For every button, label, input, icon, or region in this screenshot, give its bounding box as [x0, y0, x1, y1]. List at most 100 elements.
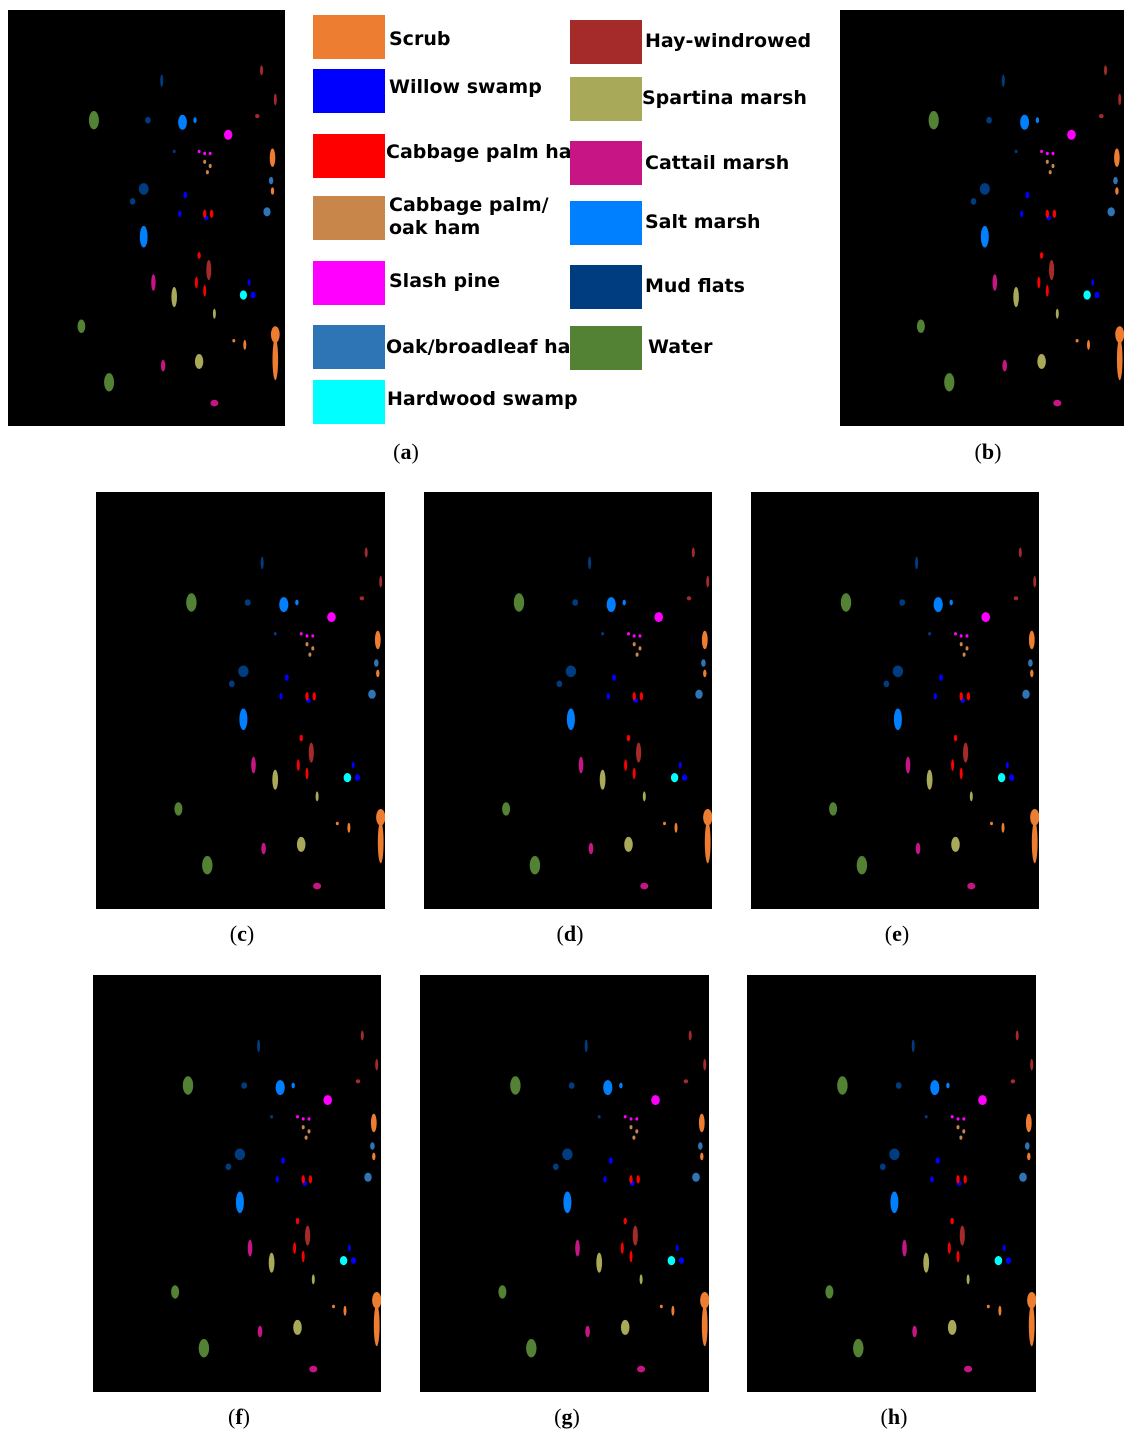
legend-swatch	[313, 325, 385, 369]
class-region	[1118, 93, 1122, 106]
class-region	[178, 114, 187, 130]
class-region	[273, 93, 277, 106]
caption-e: (e)	[884, 921, 910, 946]
classification-map-g	[420, 975, 709, 1392]
class-region	[632, 634, 636, 638]
map-d-svg	[502, 547, 712, 890]
class-region	[640, 882, 649, 890]
map-a-svg	[77, 65, 280, 407]
class-region	[675, 1244, 679, 1252]
class-region	[269, 148, 276, 167]
class-region	[529, 856, 541, 875]
class-region	[939, 674, 944, 681]
class-region	[933, 693, 937, 700]
class-region	[238, 665, 249, 678]
class-region	[139, 225, 148, 248]
class-region	[608, 1157, 613, 1164]
class-region	[659, 1304, 663, 1309]
legend-swatch	[570, 326, 642, 370]
class-region	[962, 1117, 966, 1121]
class-region	[928, 111, 939, 130]
class-region	[956, 1175, 960, 1184]
class-region	[1015, 1030, 1019, 1041]
legend-swatch	[570, 265, 642, 309]
class-region	[257, 1325, 263, 1338]
class-region	[1094, 291, 1100, 299]
class-region	[654, 612, 663, 623]
class-region	[930, 1080, 940, 1096]
class-region	[632, 1225, 638, 1246]
class-region	[619, 1082, 623, 1089]
class-region	[145, 116, 151, 124]
class-region	[513, 593, 525, 612]
class-region	[935, 1157, 940, 1164]
classification-map-a	[8, 10, 285, 426]
class-region	[912, 1325, 917, 1338]
class-region	[299, 734, 303, 742]
class-region	[376, 809, 385, 826]
legend-swatch	[313, 196, 385, 240]
class-region	[700, 1292, 709, 1309]
class-region	[623, 1115, 627, 1119]
class-region	[251, 756, 256, 774]
class-region	[260, 556, 264, 570]
class-region	[194, 354, 204, 369]
class-region	[997, 773, 1006, 783]
class-region	[374, 659, 379, 667]
class-region	[343, 773, 352, 783]
class-region	[498, 1285, 507, 1299]
class-region	[295, 599, 299, 606]
class-region	[962, 652, 966, 657]
map-g-svg	[498, 1030, 709, 1373]
class-region	[837, 1076, 848, 1095]
class-region	[959, 634, 963, 638]
class-region	[1048, 170, 1052, 175]
class-region	[950, 1217, 954, 1225]
class-region	[332, 1304, 335, 1309]
class-region	[926, 769, 933, 790]
class-region	[627, 632, 630, 636]
legend-swatch	[313, 261, 385, 305]
class-region	[703, 809, 712, 826]
class-region	[632, 767, 636, 780]
class-region	[1030, 1058, 1034, 1071]
class-region	[160, 74, 164, 87]
class-region	[104, 373, 115, 392]
legend-swatch	[570, 201, 642, 245]
class-region	[1033, 575, 1037, 588]
class-region	[928, 632, 932, 636]
class-region	[965, 634, 969, 638]
class-region	[670, 773, 679, 783]
class-region	[198, 1339, 210, 1358]
class-region	[311, 634, 315, 638]
legend-swatch	[570, 141, 642, 185]
class-region	[1028, 1304, 1035, 1347]
class-region	[1030, 669, 1034, 678]
class-region	[663, 821, 666, 826]
class-region	[312, 692, 316, 701]
caption-f: (f)	[228, 1404, 250, 1429]
class-region	[632, 642, 636, 647]
class-region	[364, 547, 368, 558]
class-region	[584, 1039, 588, 1053]
class-region	[268, 176, 274, 185]
class-region	[301, 1175, 305, 1184]
class-region	[963, 1175, 967, 1184]
class-region	[700, 1152, 704, 1161]
class-region	[138, 183, 149, 195]
class-region	[1055, 308, 1059, 319]
legend-label: Spartina marsh	[642, 87, 807, 109]
class-region	[301, 1117, 305, 1121]
class-region	[889, 1148, 900, 1161]
class-region	[1051, 163, 1055, 169]
caption-b: (b)	[974, 439, 1002, 464]
caption-g: (g)	[554, 1404, 580, 1429]
class-region	[601, 632, 605, 636]
class-region	[260, 65, 263, 76]
class-region	[623, 1217, 627, 1225]
class-region	[151, 274, 156, 291]
class-region	[263, 207, 271, 217]
class-region	[270, 187, 275, 195]
class-region	[959, 1135, 963, 1140]
class-region	[606, 693, 610, 700]
